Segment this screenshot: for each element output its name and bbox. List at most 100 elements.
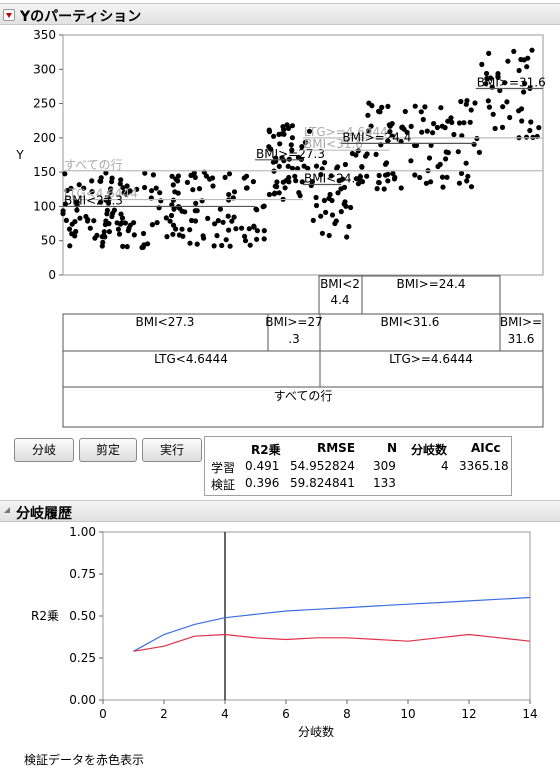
scatter-point (313, 194, 319, 201)
scatter-point (103, 170, 109, 176)
scatter-point (169, 173, 175, 179)
red-triangle-menu-icon[interactable] (3, 9, 15, 21)
scatter-point (465, 173, 471, 179)
scatter-point (153, 185, 159, 191)
scatter-point (434, 124, 440, 131)
col-header-r2: R2乗 (251, 443, 281, 457)
scatter-point (338, 186, 344, 192)
scatter-point (170, 231, 176, 237)
scatter-point (373, 151, 379, 157)
scatter-point (365, 112, 371, 118)
train-n: 309 (373, 459, 396, 473)
scatter-point (270, 159, 276, 165)
x-tick-label: 6 (282, 707, 290, 721)
tree-node-label: BMI<27.3 (136, 315, 195, 329)
scatter-point (374, 186, 380, 192)
prune-button[interactable]: 剪定 (79, 438, 137, 462)
scatter-point (440, 184, 446, 190)
scatter-point (281, 127, 287, 133)
scatter-point (321, 197, 327, 204)
scatter-point (194, 241, 200, 247)
partition-label: BMI<24.4 (304, 171, 363, 185)
scatter-point (72, 219, 78, 225)
scatter-point (521, 89, 527, 95)
scatter-point (369, 103, 375, 109)
scatter-point (418, 109, 424, 115)
scatter-point (227, 243, 233, 249)
scatter-point (499, 124, 506, 130)
scatter-point (385, 171, 391, 177)
scatter-point (326, 232, 332, 239)
scatter-point (472, 100, 478, 106)
scatter-point (442, 125, 448, 131)
scatter-point (355, 181, 361, 187)
scatter-point (295, 166, 301, 172)
y-tick-label: 50 (41, 234, 56, 248)
scatter-point (335, 190, 341, 196)
scatter-point (243, 185, 250, 191)
scatter-point (140, 230, 147, 237)
go-button[interactable]: 実行 (142, 438, 202, 462)
scatter-point (484, 70, 490, 77)
scatter-point (187, 240, 193, 246)
scatter-point (456, 120, 463, 126)
scatter-point (292, 173, 298, 179)
scatter-point (376, 172, 382, 179)
scatter-point (212, 221, 218, 227)
x-tick-label: 4 (221, 707, 229, 721)
scatter-point (168, 212, 175, 219)
scatter-point (412, 103, 418, 109)
scatter-point (305, 165, 311, 171)
col-header-rmse: RMSE (317, 441, 356, 455)
scatter-point (336, 178, 342, 184)
scatter-point (497, 87, 503, 94)
scatter-point (430, 130, 436, 136)
scatter-point (211, 243, 217, 249)
partition-scatter-plot: 050100150200250300350Yすべての行LTG<4.6444BMI… (15, 28, 545, 282)
scatter-point (376, 108, 382, 114)
scatter-point (179, 208, 185, 214)
scatter-point (504, 99, 510, 105)
scatter-point (289, 165, 296, 171)
scatter-point (398, 185, 404, 191)
scatter-point (500, 104, 506, 110)
scatter-point (247, 242, 253, 248)
scatter-point (110, 210, 116, 216)
scatter-point (157, 190, 163, 196)
scatter-point (73, 228, 79, 235)
scatter-point (231, 189, 238, 195)
scatter-point (276, 163, 282, 169)
scatter-point (529, 47, 535, 53)
scatter-point (502, 80, 508, 86)
summary-stats-table: R2乗 RMSE N 分岐数 AICc 学習 0.491 54.952824 3… (204, 436, 512, 496)
scatter-point (289, 123, 295, 129)
scatter-point (103, 197, 109, 203)
scatter-point (376, 180, 382, 186)
tree-node-l2 (319, 313, 501, 353)
scatter-point (118, 211, 124, 217)
disclosure-icon[interactable] (4, 507, 10, 513)
scatter-point (286, 174, 292, 181)
split-history-title: 分岐履歴 (16, 506, 72, 522)
tree-node-l2 (499, 313, 544, 353)
train-aicc: 3365.18 (459, 459, 509, 473)
scatter-point (254, 228, 260, 234)
scatter-point (219, 242, 225, 249)
scatter-point (108, 186, 114, 192)
scatter-point (242, 233, 248, 239)
scatter-point (310, 217, 316, 223)
scatter-point (187, 227, 193, 233)
scatter-point (299, 144, 305, 150)
train-splits: 4 (441, 459, 449, 473)
scatter-point (319, 230, 325, 236)
tree-node-label: .3 (288, 332, 299, 346)
scatter-point (192, 218, 199, 224)
scatter-point (486, 50, 492, 57)
tree-node-label: LTG>=4.6444 (389, 352, 473, 366)
scatter-point (381, 186, 387, 192)
scatter-point (357, 174, 363, 180)
split-button[interactable]: 分岐 (14, 438, 74, 462)
scatter-point (274, 179, 280, 185)
scatter-point (458, 98, 464, 105)
scatter-point (461, 120, 467, 126)
